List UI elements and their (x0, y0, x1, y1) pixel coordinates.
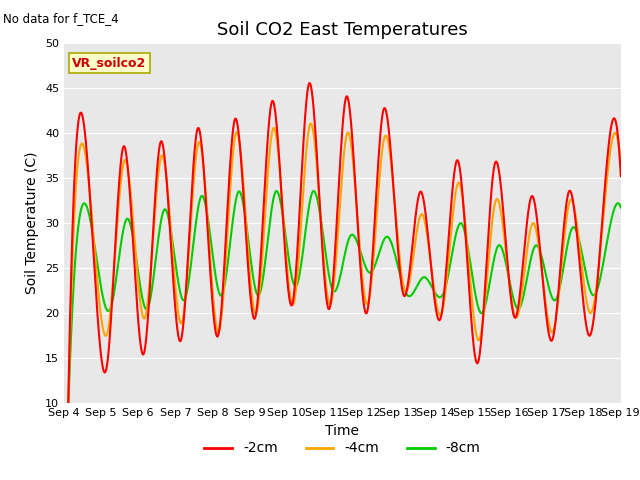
Text: No data for f_TCE_4: No data for f_TCE_4 (3, 12, 119, 25)
Y-axis label: Soil Temperature (C): Soil Temperature (C) (26, 152, 40, 294)
Legend: -2cm, -4cm, -8cm: -2cm, -4cm, -8cm (198, 436, 486, 461)
X-axis label: Time: Time (325, 424, 360, 438)
Text: VR_soilco2: VR_soilco2 (72, 57, 147, 70)
Title: Soil CO2 East Temperatures: Soil CO2 East Temperatures (217, 21, 468, 39)
